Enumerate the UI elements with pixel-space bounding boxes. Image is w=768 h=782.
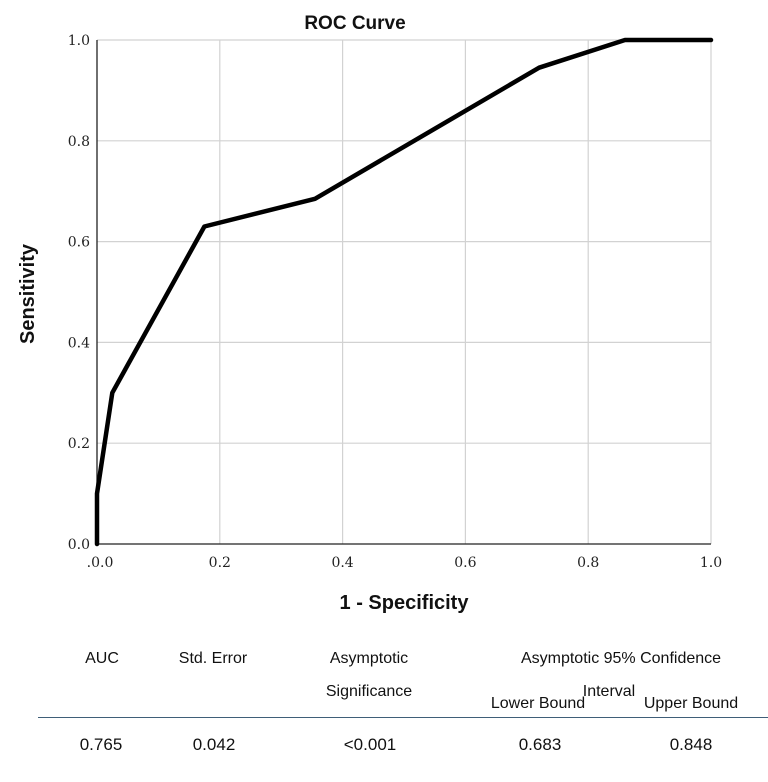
value-auc: 0.765 xyxy=(79,735,123,754)
header-asym-sig-line1: Asymptotic xyxy=(329,650,409,667)
x-tick-label: 0.4 xyxy=(331,555,353,571)
value-asym-sig: <0.001 xyxy=(343,735,397,754)
roc-curve-line xyxy=(94,37,714,547)
table-divider xyxy=(38,717,768,718)
y-tick-label: 0.4 xyxy=(68,335,90,351)
chart-title: ROC Curve xyxy=(304,13,405,34)
x-tick-label: 1.0 xyxy=(700,555,722,571)
roc-series xyxy=(94,37,714,547)
header-auc: AUC xyxy=(85,650,119,667)
grid xyxy=(97,39,712,544)
header-asym-sig-line2: Significance xyxy=(325,683,413,700)
header-std-error: Std. Error xyxy=(178,650,248,667)
x-tick-label: 0.6 xyxy=(454,555,476,571)
y-tick-label: 0.6 xyxy=(68,235,90,251)
header-lower-bound: Lower Bound xyxy=(490,695,586,712)
plot-frame xyxy=(96,40,711,545)
x-tick-label: 0.2 xyxy=(209,555,231,571)
y-tick-label: 1.0 xyxy=(68,33,90,49)
header-upper-bound: Upper Bound xyxy=(643,695,739,712)
y-tick-label: 0.8 xyxy=(68,134,90,150)
value-std-error: 0.042 xyxy=(192,735,236,754)
value-lower-bound: 0.683 xyxy=(518,735,562,754)
x-tick-label: .0.0 xyxy=(87,555,114,571)
roc-chart: ROC Curve .0.0 0.2 0.4 0.6 0.8 1.0 0.0 0.2 0.4 0.… xyxy=(17,13,722,614)
x-tick-label: 0.8 xyxy=(577,555,599,571)
header-ci-line1: Asymptotic 95% Confidence xyxy=(520,650,722,667)
y-tick-label: 0.2 xyxy=(68,436,90,452)
y-axis-label: Sensitivity xyxy=(17,243,39,344)
y-tick-label: 0.0 xyxy=(68,537,90,553)
header-ci-line2: Interval xyxy=(582,683,636,700)
value-upper-bound: 0.848 xyxy=(669,735,713,754)
x-axis-label: 1 - Specificity xyxy=(340,592,470,614)
tick-labels: .0.0 0.2 0.4 0.6 0.8 1.0 0.0 0.2 0.4 0.6 0.8 1.0 xyxy=(68,33,722,571)
